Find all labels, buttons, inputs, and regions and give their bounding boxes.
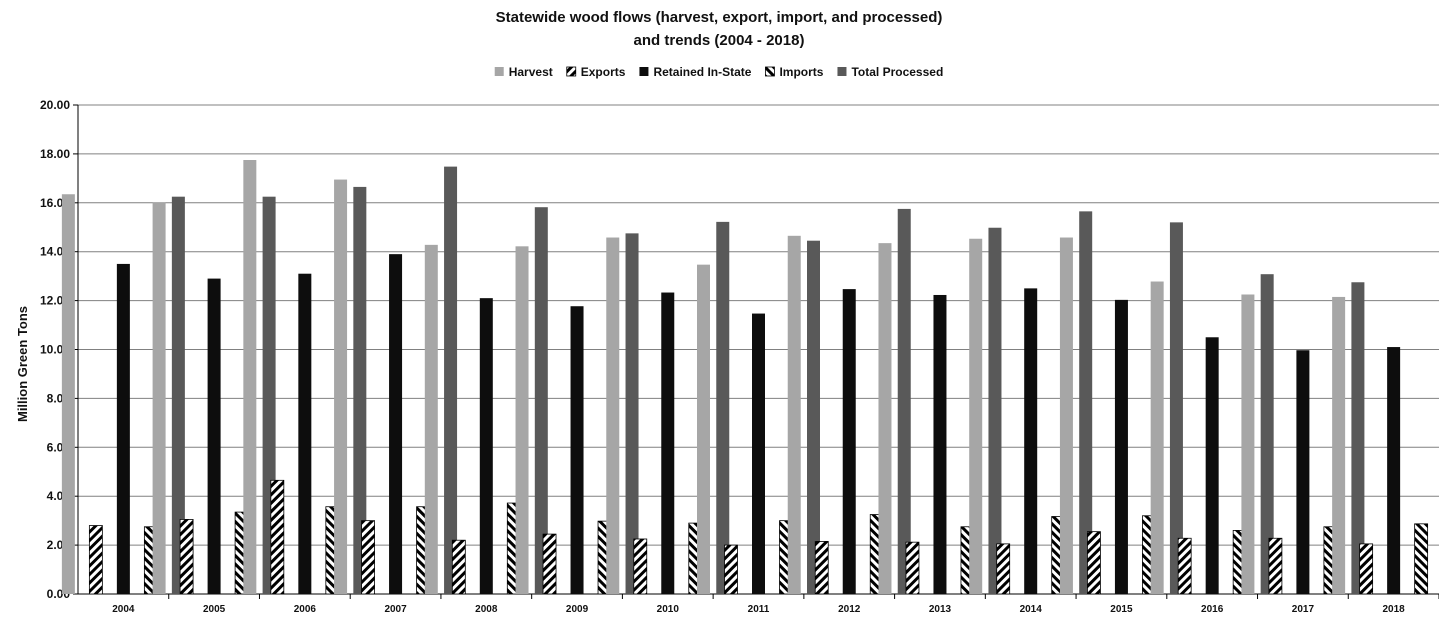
bar-exports-2009 (542, 533, 557, 595)
bar-total-processed-2008 (534, 207, 548, 595)
bar-exports-2011 (724, 544, 738, 595)
bar-total-processed-2007 (444, 166, 458, 594)
bar-exports-2015 (1087, 531, 1101, 595)
bar-retained-in-state-2012 (842, 289, 856, 594)
bar-exports-2014 (996, 543, 1011, 595)
bar-harvest-2007 (334, 179, 348, 594)
bar-exports-2007 (361, 520, 375, 595)
bar-exports-2004 (88, 525, 103, 595)
bar-retained-in-state-2008 (479, 298, 493, 594)
bar-harvest-2016 (1150, 281, 1164, 594)
bar-harvest-2014 (969, 238, 983, 594)
x-tick-label: 2015 (1110, 604, 1133, 615)
legend-swatch-imports (765, 66, 775, 77)
bar-exports-2017 (1268, 537, 1283, 595)
x-tick-label: 2017 (1292, 604, 1315, 615)
bar-total-processed-2009 (625, 233, 639, 595)
x-tick-label: 2010 (657, 604, 680, 615)
y-tick-label: 20.00 (40, 98, 70, 112)
legend-label-retained-in-state: Retained In-State (653, 65, 751, 79)
legend-label-imports: Imports (779, 65, 823, 79)
bar-total-processed-2010 (716, 221, 730, 594)
chart-title-line-2: and trends (2004 - 2018) (634, 32, 805, 49)
x-tick-label: 2009 (566, 604, 589, 615)
bar-harvest-2017 (1241, 294, 1255, 594)
bar-harvest-2018 (1332, 296, 1346, 594)
bar-retained-in-state-2011 (752, 313, 765, 594)
bar-total-processed-2016 (1260, 274, 1274, 594)
bar-total-processed-2014 (1079, 211, 1093, 595)
bar-retained-in-state-2014 (1024, 288, 1038, 594)
legend-label-total-processed: Total Processed (851, 65, 943, 79)
x-tick-label: 2006 (294, 604, 317, 615)
bar-harvest-2010 (606, 237, 620, 595)
bar-retained-in-state-2013 (933, 294, 947, 594)
bar-retained-in-state-2004 (116, 263, 130, 594)
bar-exports-2012 (814, 541, 829, 595)
bar-retained-in-state-2009 (570, 306, 584, 594)
bar-retained-in-state-2007 (389, 254, 403, 594)
x-tick-label: 2005 (203, 604, 226, 615)
bar-harvest-2005 (152, 202, 166, 594)
bar-total-processed-2012 (897, 208, 911, 594)
y-tick-label: 18.00 (40, 147, 70, 161)
legend-swatch-exports (566, 66, 577, 77)
bar-harvest-2004 (61, 194, 75, 594)
legend-swatch-total-processed (837, 67, 847, 76)
bar-exports-2006 (270, 479, 285, 595)
bar-harvest-2015 (1059, 237, 1073, 595)
bar-retained-in-state-2010 (661, 292, 675, 594)
bar-harvest-2008 (424, 244, 438, 594)
x-tick-label: 2012 (838, 604, 861, 615)
bar-retained-in-state-2006 (298, 273, 312, 594)
chart-legend: Harvest Exports Retained In-State Imports To… (494, 65, 943, 79)
y-axis-label: Million Green Tons (15, 306, 30, 422)
x-tick-label: 2013 (929, 604, 952, 615)
bar-harvest-2013 (878, 243, 892, 594)
bar-exports-2018 (1359, 543, 1374, 595)
bar-total-processed-2013 (988, 227, 1002, 594)
bars (61, 160, 1429, 595)
bar-harvest-2011 (697, 264, 710, 594)
x-tick-label: 2008 (475, 604, 498, 615)
bar-exports-2005 (179, 519, 194, 595)
legend-label-exports: Exports (581, 65, 626, 79)
x-tick-label: 2004 (112, 604, 135, 615)
x-tick-label: 2011 (748, 604, 770, 615)
bar-total-processed-2015 (1169, 222, 1183, 595)
x-tick-label: 2014 (1020, 604, 1043, 615)
bar-total-processed-2017 (1351, 282, 1365, 594)
bar-retained-in-state-2017 (1296, 350, 1310, 594)
bar-exports-2013 (905, 541, 920, 595)
bar-exports-2008 (451, 539, 466, 595)
x-tick-label: 2016 (1201, 604, 1224, 615)
legend-label-harvest: Harvest (509, 65, 553, 79)
legend-swatch-retained-in-state (639, 67, 649, 76)
bar-harvest-2006 (243, 160, 257, 594)
legend-swatch-harvest (494, 67, 504, 76)
bar-harvest-2012 (787, 235, 801, 594)
x-tick-label: 2007 (384, 604, 407, 615)
bar-total-processed-2004 (171, 196, 185, 594)
bar-imports-2018 (1414, 523, 1429, 595)
bar-retained-in-state-2005 (207, 278, 221, 594)
bar-exports-2010 (633, 538, 648, 595)
x-tick-label: 2018 (1383, 604, 1406, 615)
bar-retained-in-state-2016 (1205, 337, 1219, 594)
bar-exports-2016 (1177, 537, 1192, 595)
x-axis-ticks: 2004 2005 2006 2007 2008 2009 2010 2011 2012 2013… (112, 604, 1405, 615)
bar-retained-in-state-2015 (1114, 299, 1128, 594)
bar-total-processed-2006 (353, 186, 367, 594)
bar-retained-in-state-2018 (1387, 347, 1401, 594)
bar-total-processed-2011 (807, 240, 820, 594)
chart-title-line-1: Statewide wood flows (harvest, export, i… (496, 9, 943, 26)
bar-harvest-2009 (515, 246, 529, 595)
